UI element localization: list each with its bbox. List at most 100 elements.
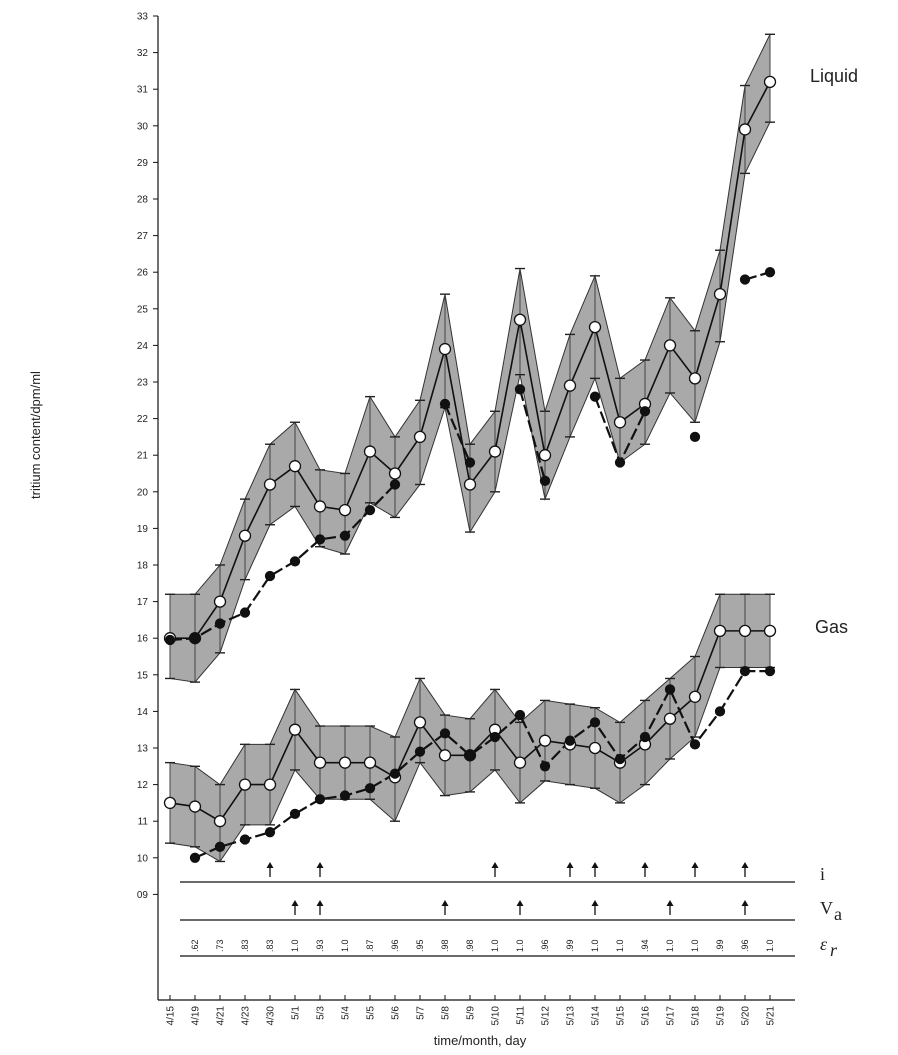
y-tick-label: 11 (138, 817, 149, 828)
filled-marker (764, 665, 776, 677)
x-tick-label: 5/9 (466, 1006, 477, 1020)
x-tick-label: 5/16 (641, 1006, 652, 1026)
x-tick-label: 5/13 (566, 1006, 577, 1026)
epsilon-value: 1.0 (665, 939, 675, 952)
filled-marker (639, 731, 651, 743)
series-markers (163, 75, 777, 863)
epsilon-value: 1.0 (340, 939, 350, 952)
open-marker (413, 430, 427, 444)
epsilon-value: .96 (540, 939, 550, 952)
open-marker (488, 445, 502, 458)
x-tick-label: 4/15 (166, 1006, 177, 1026)
filled-marker (289, 808, 301, 820)
open-marker (738, 123, 752, 136)
open-marker (538, 734, 552, 747)
open-marker (313, 756, 327, 769)
epsilon-value: .93 (315, 939, 325, 952)
y-tick-label: 33 (137, 12, 149, 23)
liquid-label: Liquid (810, 66, 858, 86)
open-marker (538, 449, 552, 462)
epsilon-value: .96 (740, 939, 750, 952)
arrow-head (316, 900, 324, 906)
row-label-va: V (820, 898, 833, 918)
y-tick-label: 15 (137, 670, 149, 681)
open-marker (438, 342, 452, 356)
open-marker (263, 478, 277, 491)
filled-marker (539, 761, 551, 772)
arrow-head (691, 862, 699, 868)
y-tick-label: 21 (137, 451, 149, 462)
filled-marker (314, 794, 326, 805)
open-marker (763, 624, 777, 638)
row-label-i: i (820, 864, 825, 884)
filled-marker (439, 728, 451, 739)
arrow-head (441, 900, 449, 906)
row-label-eps-sub: r (830, 940, 838, 960)
open-marker (438, 749, 452, 762)
x-tick-label: 5/6 (391, 1006, 402, 1020)
epsilon-value: .98 (465, 939, 475, 952)
open-marker (238, 778, 252, 791)
filled-marker (739, 665, 751, 677)
filled-marker (239, 607, 251, 618)
open-marker (213, 595, 227, 608)
y-tick-label: 20 (137, 487, 149, 498)
arrow-head (666, 900, 674, 906)
y-tick-label: 26 (137, 268, 149, 279)
filled-marker (364, 504, 376, 516)
x-tick-label: 5/7 (416, 1006, 427, 1020)
open-marker (188, 800, 202, 813)
filled-marker (439, 398, 451, 410)
open-marker (263, 778, 277, 791)
filled-marker (489, 731, 501, 743)
open-marker (513, 756, 527, 769)
x-tick-label: 5/18 (691, 1006, 702, 1026)
y-tick-label: 29 (137, 158, 149, 169)
arrow-head (591, 900, 599, 906)
series-line-1 (169, 483, 396, 642)
axes: 10 11 12 13 14 15 16 17 18 19 20 21 22 23 24 25 26 27 28 29… (137, 12, 795, 1026)
filled-marker (389, 768, 401, 779)
x-tick-label: 4/21 (216, 1006, 227, 1026)
epsilon-value: .96 (390, 939, 400, 952)
x-tick-label: 5/12 (541, 1006, 552, 1026)
y-tick-label: 10 (137, 853, 149, 864)
filled-marker (364, 783, 376, 794)
arrow-head (516, 900, 524, 906)
filled-marker (589, 717, 601, 728)
open-marker (713, 288, 727, 301)
open-marker (388, 467, 402, 480)
open-marker (563, 379, 577, 392)
filled-marker (389, 479, 401, 490)
filled-marker (189, 633, 201, 644)
y-tick-label: 18 (137, 561, 149, 572)
epsilon-value: .94 (640, 939, 650, 952)
filled-marker (739, 274, 751, 285)
filled-marker (714, 706, 726, 717)
y-tick-label: 32 (137, 48, 149, 59)
x-tick-label: 5/11 (516, 1006, 527, 1025)
open-marker (588, 741, 602, 755)
treatment-rows: .62 .73 .83 .83 1.0 .93 1.0 .87 .96 .95 .98 .98 1.0 1… (180, 862, 842, 960)
y-tick-label: 28 (137, 195, 149, 206)
x-tick-label: 5/15 (616, 1006, 627, 1026)
gas-label: Gas (815, 617, 848, 637)
epsilon-value: .87 (365, 939, 375, 952)
row-label-va-sub: a (834, 904, 842, 924)
x-tick-label: 5/1 (291, 1006, 302, 1020)
open-marker (688, 372, 702, 385)
y-tick-label: 25 (137, 304, 149, 315)
open-marker (238, 529, 252, 542)
filled-marker (414, 746, 426, 757)
filled-marker (614, 753, 626, 765)
filled-marker (564, 735, 576, 746)
filled-marker (639, 406, 651, 417)
y-tick-label: 22 (137, 414, 149, 425)
y-tick-label: 17 (137, 597, 149, 608)
open-marker (688, 690, 702, 703)
series-line-1 (443, 403, 472, 463)
filled-marker (189, 852, 201, 863)
filled-marker (339, 790, 351, 801)
open-marker (363, 445, 377, 458)
y-axis-label: tritium content/dpm/ml (28, 371, 43, 499)
